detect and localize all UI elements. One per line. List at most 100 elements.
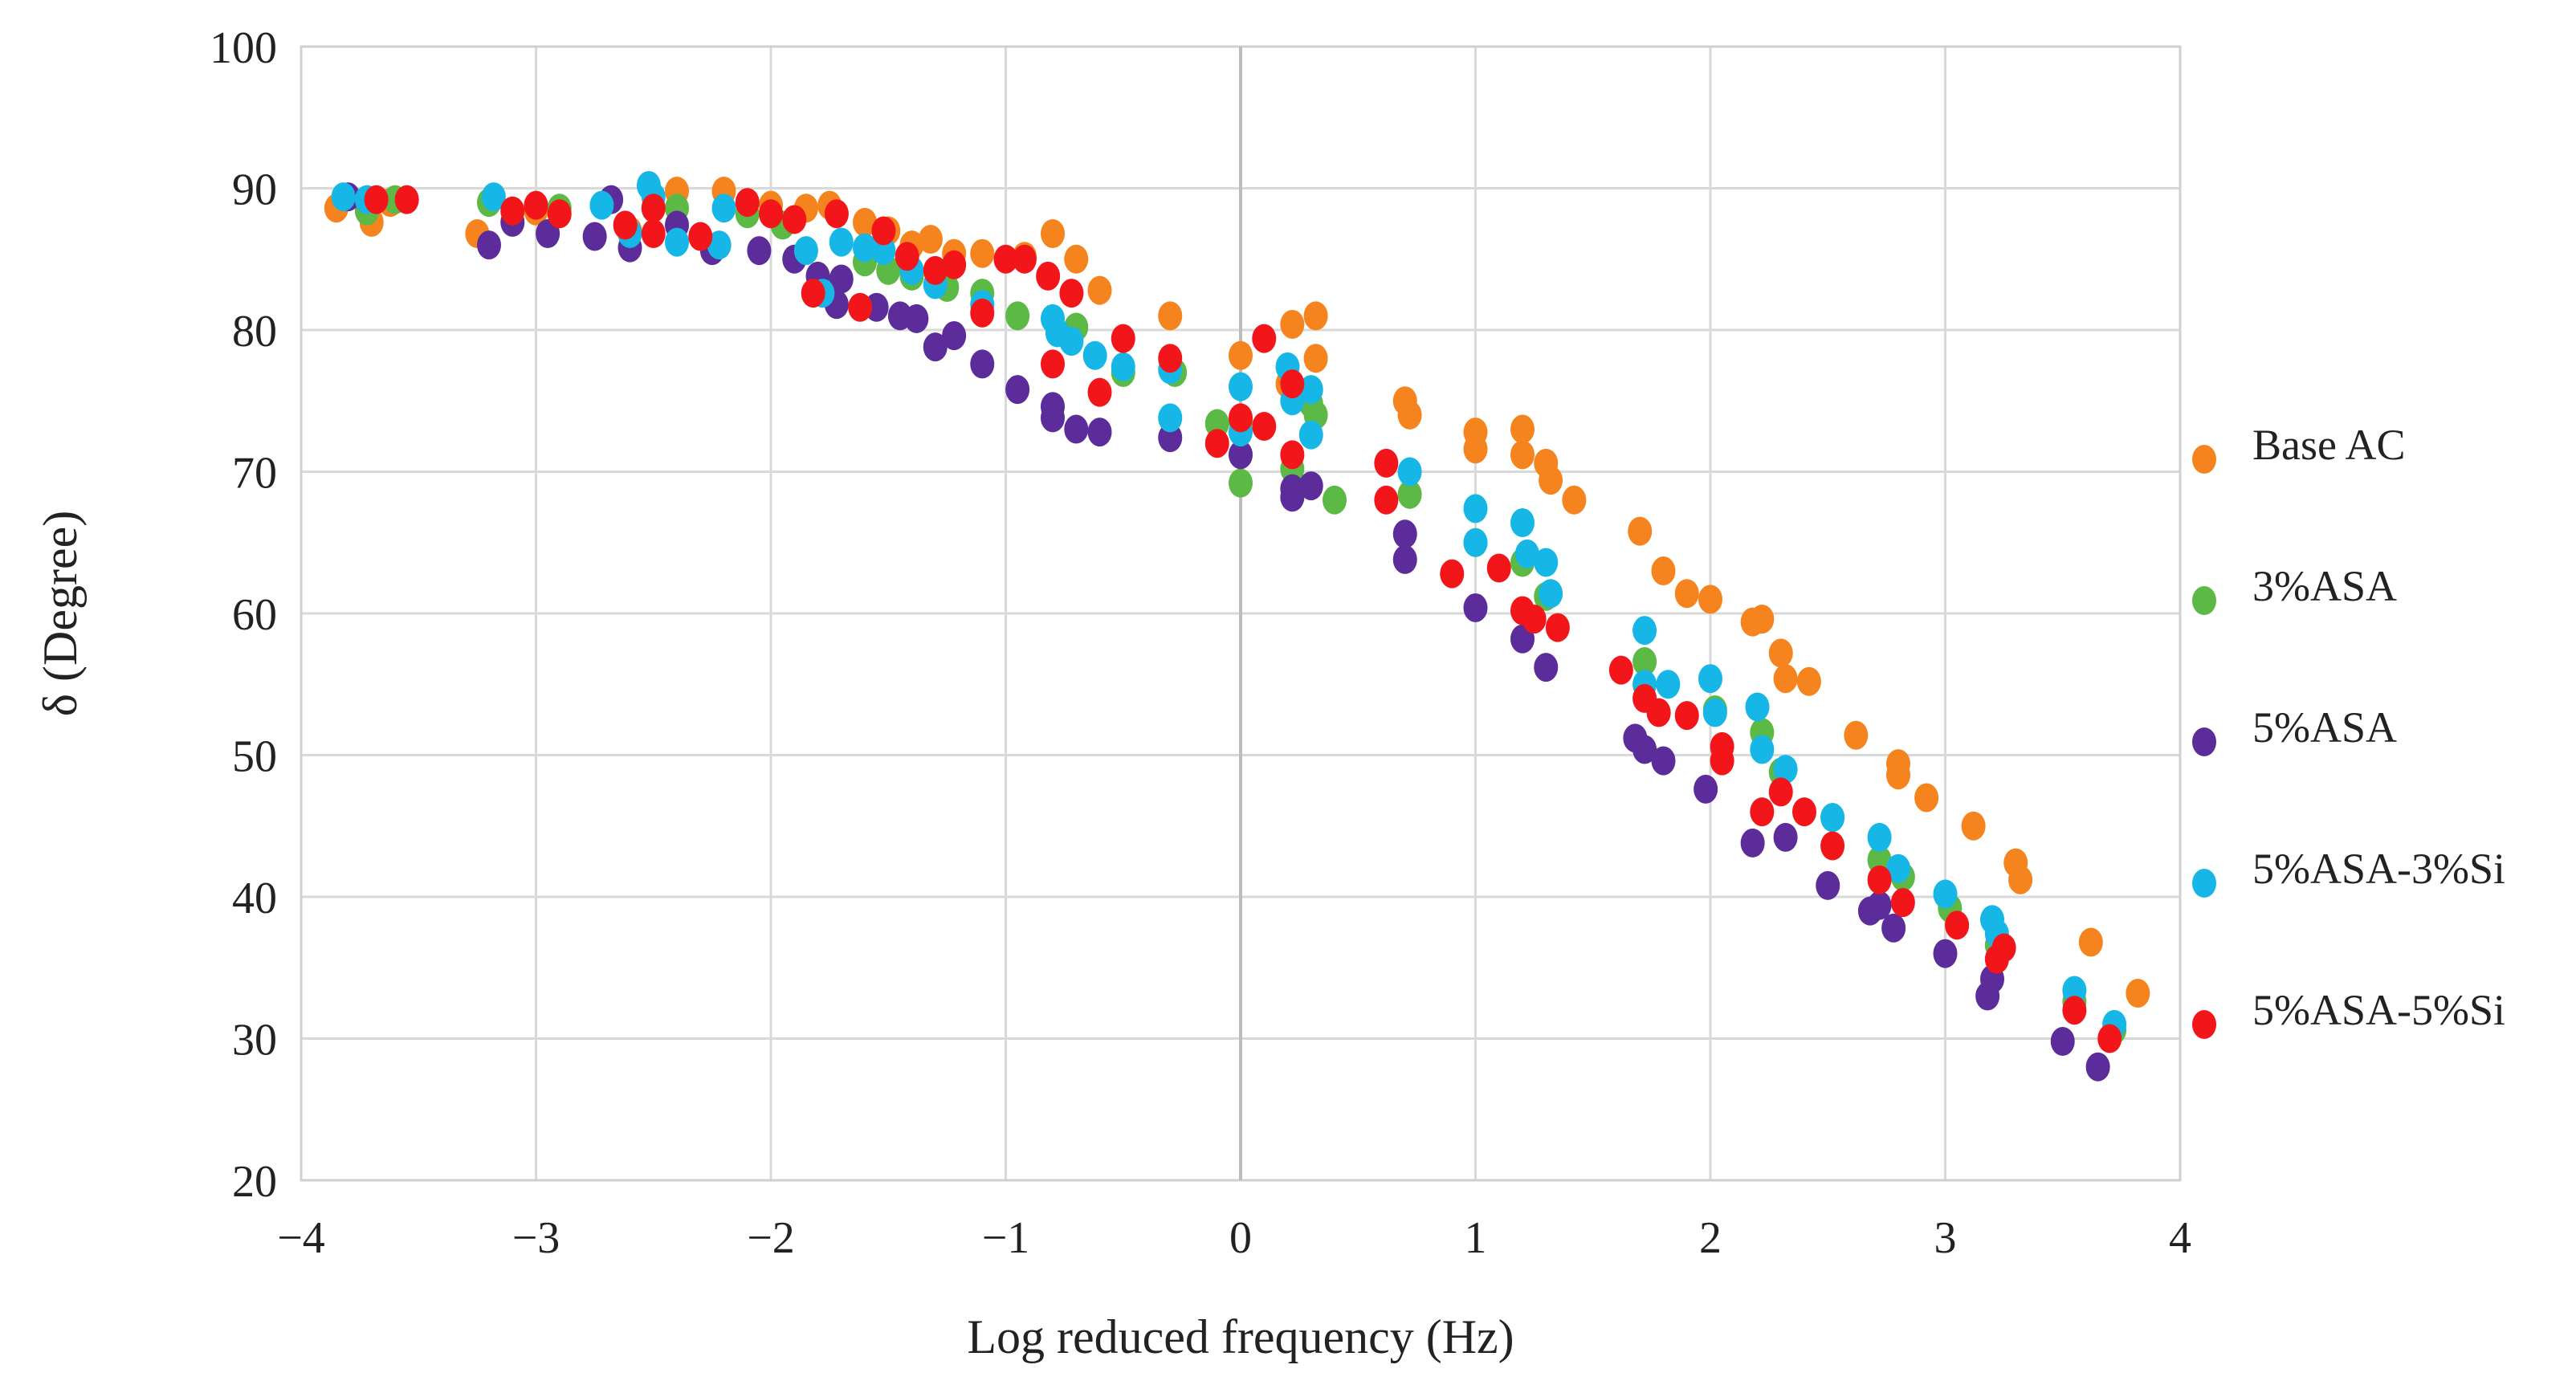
data-point <box>500 196 525 226</box>
data-point <box>1111 352 1135 381</box>
data-point <box>1796 666 1821 696</box>
data-point <box>2085 1052 2110 1082</box>
data-point <box>1844 720 1869 750</box>
data-point <box>1651 746 1676 776</box>
data-point <box>1463 434 1488 464</box>
x-tick-label: 2 <box>1699 1213 1722 1263</box>
legend-label: 5%ASA-5%Si <box>2252 986 2505 1034</box>
data-point <box>641 218 666 248</box>
data-point <box>2126 979 2150 1008</box>
x-tick-label: 3 <box>1934 1213 1957 1263</box>
data-point <box>1534 548 1559 577</box>
data-point <box>1628 516 1653 546</box>
data-point <box>1881 913 1906 943</box>
data-point <box>1750 735 1775 764</box>
data-point <box>1886 760 1910 790</box>
data-point <box>1534 653 1559 682</box>
data-point <box>394 185 419 214</box>
data-point <box>871 216 896 246</box>
data-point <box>923 332 948 362</box>
data-point <box>707 230 732 260</box>
data-point <box>1158 344 1183 373</box>
data-point <box>1204 429 1229 458</box>
legend-label: Base AC <box>2252 421 2406 469</box>
data-point <box>524 190 548 220</box>
data-point <box>1280 369 1305 399</box>
data-point <box>1522 605 1547 634</box>
data-point <box>1514 539 1539 568</box>
x-tick-label: 4 <box>2169 1213 2191 1263</box>
data-point <box>829 264 854 294</box>
data-point <box>2062 996 2087 1025</box>
series-3 <box>331 170 2127 1039</box>
data-point <box>1059 327 1084 356</box>
data-point <box>2062 976 2087 1005</box>
data-point <box>1204 409 1229 438</box>
data-point <box>1041 218 1065 248</box>
data-point <box>1539 579 1563 609</box>
data-point <box>1463 593 1488 622</box>
data-point <box>2078 927 2103 957</box>
data-point <box>970 238 995 268</box>
data-point <box>1087 377 1112 407</box>
data-point <box>1392 519 1417 549</box>
data-point <box>2008 865 2033 894</box>
legend-marker <box>2192 869 2216 898</box>
data-point <box>782 205 807 234</box>
legend-label: 3%ASA <box>2252 562 2397 610</box>
data-point <box>1111 324 1135 353</box>
data-point <box>1674 579 1699 609</box>
data-point <box>1656 670 1681 699</box>
data-point <box>747 236 772 266</box>
data-point <box>1229 372 1253 401</box>
tick-labels: 20 30 40 50 60 70 80 90 100 −4 −3 −2 −1 0 1 2 3 4 <box>210 23 2191 1263</box>
data-point <box>829 227 854 257</box>
data-point <box>1867 890 1892 920</box>
data-point <box>1914 783 1939 813</box>
data-point <box>481 182 506 212</box>
data-point <box>1820 831 1845 861</box>
data-point <box>1252 412 1277 442</box>
data-point <box>547 199 572 229</box>
data-point <box>1768 777 1793 807</box>
data-point <box>1698 664 1722 694</box>
data-point <box>1991 933 2016 963</box>
data-point <box>1945 910 1970 940</box>
legend-marker <box>2192 586 2216 615</box>
data-point <box>1440 559 1465 589</box>
data-point <box>1792 797 1816 827</box>
data-point <box>1397 457 1422 487</box>
data-point <box>364 185 389 214</box>
data-points <box>324 170 2150 1082</box>
data-point <box>1773 822 1798 852</box>
data-point <box>1539 466 1563 495</box>
data-point <box>993 244 1018 274</box>
x-tick-label: −4 <box>277 1213 325 1263</box>
data-point <box>1768 638 1793 668</box>
y-tick-label: 80 <box>232 307 277 356</box>
data-point <box>331 182 356 212</box>
data-point <box>1710 746 1734 776</box>
data-point <box>1012 244 1037 274</box>
data-point <box>1867 865 1892 894</box>
data-point <box>1041 403 1065 433</box>
data-point <box>711 194 736 223</box>
data-point <box>688 222 713 251</box>
data-point <box>1632 647 1657 677</box>
series-2 <box>336 182 2110 1082</box>
y-tick-label: 90 <box>232 165 277 215</box>
legend: Base AC 3%ASA 5%ASA 5%ASA-3%Si 5%ASA-5%Si <box>2192 421 2505 1039</box>
x-tick-label: −2 <box>747 1213 795 1263</box>
data-point <box>1694 774 1718 804</box>
data-point <box>1036 261 1061 291</box>
data-point <box>1773 755 1798 784</box>
data-point <box>824 199 849 229</box>
data-point <box>1698 585 1722 614</box>
data-point <box>1229 468 1253 498</box>
data-point <box>735 188 760 218</box>
legend-marker <box>2192 1010 2216 1039</box>
data-point <box>759 199 783 229</box>
data-point <box>1005 301 1030 331</box>
data-point <box>1510 440 1535 470</box>
y-tick-label: 20 <box>232 1157 277 1207</box>
